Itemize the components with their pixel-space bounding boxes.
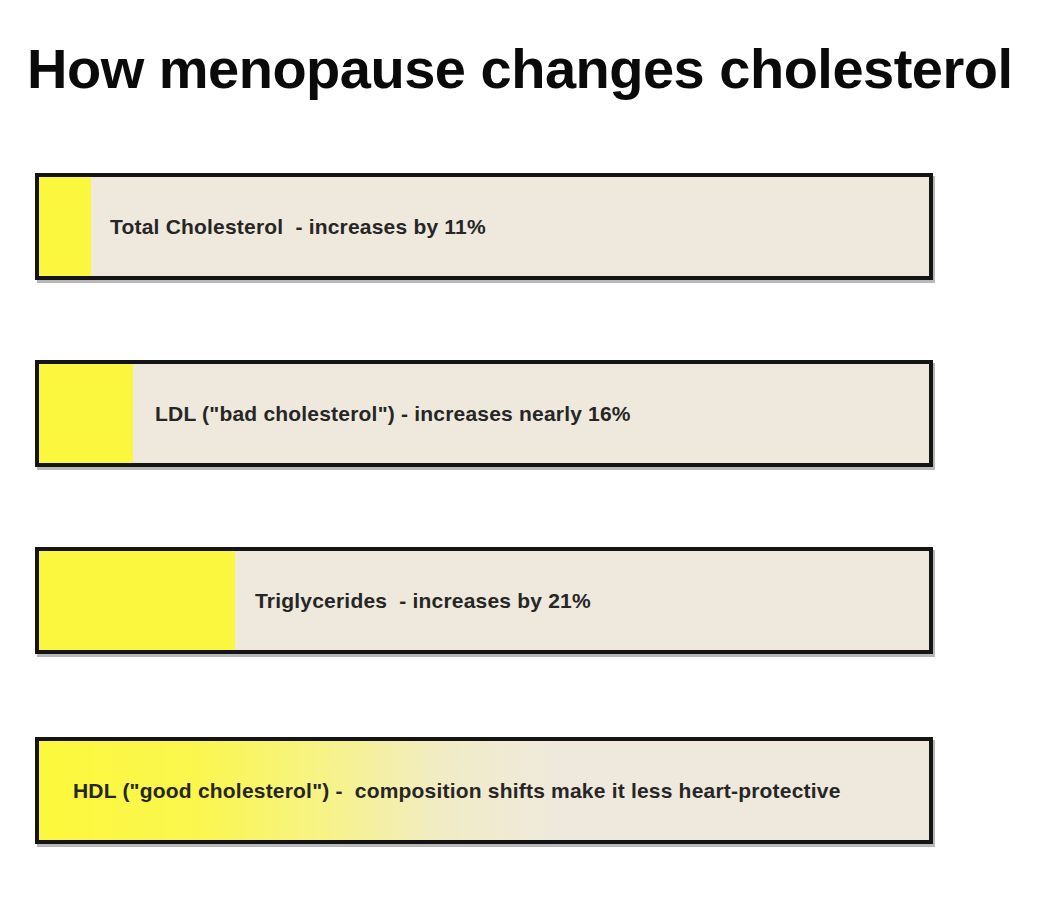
bar-label-triglycerides: Triglycerides - increases by 21% [255,589,591,613]
bar-fill-triglycerides [39,551,235,650]
bar-label-total-cholesterol: Total Cholesterol - increases by 11% [110,215,486,239]
bar-fill-total-cholesterol [39,177,91,276]
bar-hdl: HDL ("good cholesterol") - composition s… [35,737,933,844]
bar-label-hdl: HDL ("good cholesterol") - composition s… [73,779,841,803]
bar-total-cholesterol: Total Cholesterol - increases by 11% [35,173,933,280]
page-title: How menopause changes cholesterol [27,36,1013,101]
bar-triglycerides: Triglycerides - increases by 21% [35,547,933,654]
bar-fill-ldl [39,364,133,463]
bar-label-ldl: LDL ("bad cholesterol") - increases near… [155,402,631,426]
bar-ldl: LDL ("bad cholesterol") - increases near… [35,360,933,467]
